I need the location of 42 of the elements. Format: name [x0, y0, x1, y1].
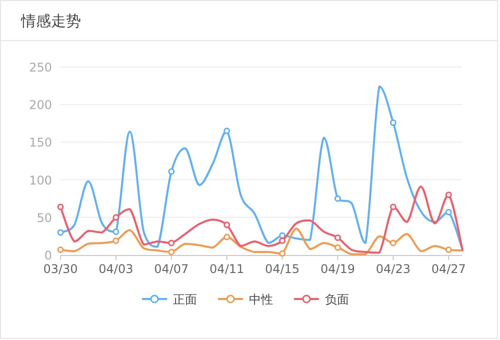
point	[224, 234, 230, 240]
point	[334, 234, 341, 241]
point	[334, 195, 341, 202]
legend-label: 正面	[173, 292, 197, 306]
point	[112, 237, 120, 244]
point	[279, 232, 286, 239]
point	[224, 128, 230, 134]
legend-label: 中性	[249, 292, 273, 306]
y-tick-label: 250	[29, 60, 52, 74]
x-tick-label: 04/11	[210, 262, 244, 276]
x-tick-label: 04/19	[320, 262, 356, 276]
x-tick-label: 04/15	[264, 262, 300, 276]
point	[390, 240, 396, 246]
point	[112, 228, 120, 235]
x-tick-label: 04/27	[431, 262, 466, 276]
x-tick-label: 04/07	[154, 262, 189, 276]
point	[390, 204, 396, 210]
x-tick-label: 04/03	[98, 262, 134, 276]
point	[279, 237, 286, 244]
y-tick-label: 50	[36, 210, 52, 225]
point	[390, 119, 396, 126]
point	[224, 222, 230, 228]
chart-title: 情感走势	[20, 12, 81, 30]
point	[445, 246, 452, 253]
legend-label: 负面	[325, 292, 349, 306]
point	[57, 204, 64, 210]
point	[445, 208, 452, 216]
y-tick-label: 0	[44, 248, 52, 262]
y-tick-label: 100	[29, 173, 52, 188]
point	[279, 250, 286, 257]
x-tick-label: 04/23	[376, 262, 410, 276]
point	[57, 229, 64, 236]
point	[57, 246, 64, 253]
point	[334, 244, 341, 251]
point	[168, 168, 175, 175]
point	[445, 192, 452, 198]
point	[168, 240, 175, 246]
y-tick-label: 200	[29, 98, 52, 112]
y-tick-label: 150	[29, 136, 52, 150]
x-tick-label: 03/30	[43, 262, 78, 276]
point	[112, 214, 120, 221]
point	[168, 248, 175, 256]
